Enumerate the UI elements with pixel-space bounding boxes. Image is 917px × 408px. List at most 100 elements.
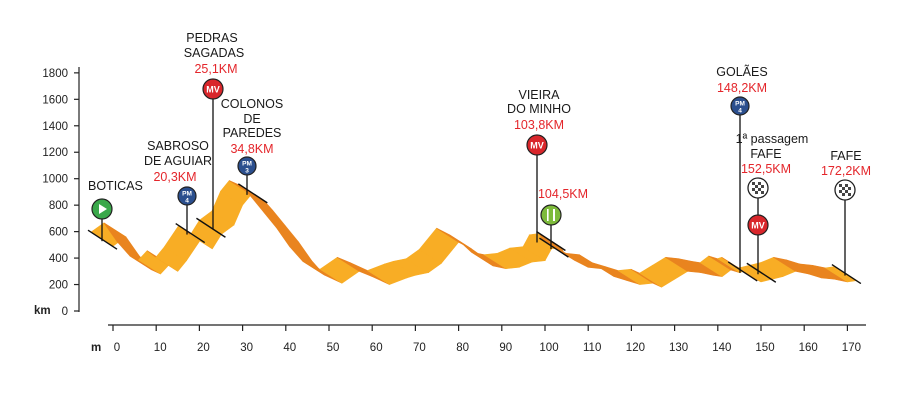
poi-profile-tick	[196, 217, 226, 238]
poi-1-passagem-fafe: MV	[746, 177, 777, 283]
poi-profile-tick	[727, 261, 758, 282]
x-tick-label: 150	[755, 342, 774, 354]
km-golaes: 148,2KM	[717, 81, 767, 95]
label-fafe-finish: FAFE	[830, 149, 861, 163]
label-golaes: GOLÃES	[716, 65, 767, 79]
y-tick-label: 1000	[42, 174, 68, 186]
poi-profile-tick	[539, 237, 569, 258]
km-vieira: 103,8KM	[514, 118, 564, 132]
poi-profile-tick	[831, 263, 862, 285]
km-fafe-first: 152,5KM	[741, 162, 791, 176]
mountain-badge-icon	[747, 214, 769, 236]
x-tick-label: 100	[539, 342, 558, 354]
climb-badge-label: PM	[242, 161, 252, 168]
y-tick-label: 1200	[42, 147, 68, 159]
checker-square	[839, 190, 842, 193]
climb-badge-icon	[730, 96, 750, 116]
checker-square	[755, 185, 758, 188]
fork-icon	[547, 209, 549, 221]
profile-segment	[250, 196, 287, 227]
poi-sabroso-de-aguiar: PM4	[175, 186, 206, 244]
x-tick-label: 30	[240, 342, 253, 354]
poi-boticas	[87, 198, 118, 250]
km-sabroso: 20,3KM	[153, 170, 196, 184]
y-tick-label: 200	[49, 280, 68, 292]
km-fafe-finish: 172,2KM	[821, 164, 871, 178]
y-ticks: 0 200 400 600 800 1000 1200 1400 1600 1800	[42, 68, 79, 318]
y-tick-label: 0	[62, 306, 68, 318]
label-vieira-1: VIEIRA	[519, 88, 561, 102]
x-tick-label: 140	[712, 342, 731, 354]
axes: 0 200 400 600 800 1000 1200 1400 1600 1800 0 10 20 3…	[34, 67, 866, 354]
x-tick-label: 50	[327, 342, 340, 354]
x-tick-label: 40	[283, 342, 296, 354]
km-feed-zone: 104,5KM	[538, 187, 588, 201]
poi-profile-tick	[87, 229, 118, 250]
label-colonos-2: DE	[243, 112, 260, 126]
checker-square	[839, 184, 842, 187]
x-tick-label: 120	[626, 342, 645, 354]
mountain-badge-label: MV	[530, 141, 544, 151]
label-fafe-first-2: FAFE	[750, 147, 781, 161]
climb-badge-icon	[237, 156, 257, 176]
x-unit-label: m	[91, 342, 101, 354]
profile-segment	[263, 212, 299, 243]
label-vieira-2: DO MINHO	[507, 102, 571, 116]
label-colonos-1: COLONOS	[221, 97, 284, 111]
checker-square	[848, 193, 851, 196]
checker-square	[758, 188, 761, 191]
climb-badge-label: PM	[735, 101, 745, 108]
y-tick-label: 600	[49, 227, 68, 239]
poi-profile-tick	[746, 262, 777, 283]
x-ticks: 0 10 20 30 40 50 60 70 80 90 100 110 120 130 140 150 160…	[112, 325, 861, 354]
label-colonos-3: PAREDES	[223, 126, 282, 140]
feed-zone-icon	[540, 204, 562, 226]
mountain-badge-label: MV	[206, 85, 220, 95]
x-tick-label: 130	[669, 342, 688, 354]
checker-square	[752, 188, 755, 191]
poi-fafe	[831, 179, 862, 285]
climb-badge-category: 3	[245, 168, 249, 175]
profile-segment	[566, 253, 602, 269]
altitude-profile	[90, 180, 858, 288]
label-fafe-first-1: 1ª passagem	[736, 132, 809, 146]
km-colonos: 34,8KM	[230, 142, 273, 156]
x-tick-label: 170	[842, 342, 861, 354]
play-icon	[99, 204, 107, 214]
mountain-badge-label: MV	[751, 221, 765, 231]
poi-colonos-de-paredes: PM3	[237, 156, 268, 204]
x-tick-label: 160	[799, 342, 818, 354]
checker-square	[755, 191, 758, 194]
checker-square	[761, 191, 764, 194]
poi-profile-tick	[175, 222, 206, 244]
x-tick-label: 20	[197, 342, 210, 354]
x-tick-label: 60	[370, 342, 383, 354]
checker-square	[842, 187, 845, 190]
x-tick-label: 110	[583, 342, 601, 354]
y-tick-label: 1400	[42, 121, 68, 133]
label-sabroso-1: SABROSO	[147, 139, 209, 153]
knife-icon	[553, 209, 555, 221]
poi-labels: BOTICAS SABROSO DE AGUIAR 20,3KM PEDRAS …	[88, 31, 871, 201]
x-tick-label: 70	[413, 342, 426, 354]
poi-vieira-do-minho: MV	[526, 134, 566, 252]
climb-badge-icon	[177, 186, 197, 206]
label-sabroso-2: DE AGUIAR	[144, 154, 212, 168]
checker-square	[761, 185, 764, 188]
climb-badge-category: 4	[738, 108, 742, 115]
x-tick-label: 80	[456, 342, 469, 354]
x-tick-label: 10	[154, 342, 167, 354]
x-tick-label: 0	[114, 342, 120, 354]
label-pedras-2: SAGADAS	[184, 46, 244, 60]
checker-square	[845, 184, 848, 187]
y-tick-label: 400	[49, 253, 68, 265]
checker-square	[848, 187, 851, 190]
profile-segment	[276, 227, 312, 261]
y-tick-label: 800	[49, 200, 68, 212]
km-pedras: 25,1KM	[194, 62, 237, 76]
y-tick-label: 1800	[42, 68, 68, 80]
label-boticas: BOTICAS	[88, 179, 143, 193]
profile-segment	[319, 256, 360, 284]
